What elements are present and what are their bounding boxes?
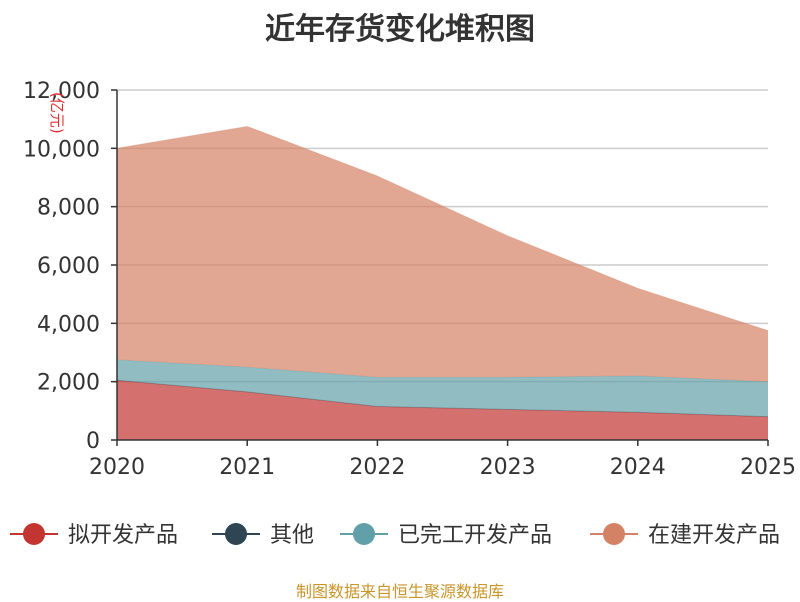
x-axis-ticks: 2020 2021 2022 2023 2024 2025 — [89, 440, 796, 480]
x-tick-label: 2022 — [349, 455, 405, 480]
legend: 拟开发产品 其他 已完工开发产品 在建开发产品 — [10, 523, 780, 548]
chart-title: 近年存货变化堆积图 — [265, 12, 535, 47]
x-tick-label: 2023 — [480, 455, 536, 480]
y-tick-label: 6,000 — [37, 254, 100, 279]
legend-label: 拟开发产品 — [68, 523, 178, 548]
area-line-在建开发产品 — [116, 125, 769, 332]
y-tick-label: 4,000 — [37, 312, 100, 337]
x-tick-label: 2021 — [219, 455, 275, 480]
legend-label: 已完工开发产品 — [398, 523, 552, 548]
legend-label: 其他 — [270, 523, 314, 548]
x-tick-label: 2024 — [610, 455, 666, 480]
x-tick-label: 2020 — [89, 455, 145, 480]
y-axis-unit-label: (亿元) — [48, 92, 66, 134]
area-拟开发产品 — [117, 380, 768, 440]
y-tick-label: 0 — [86, 429, 100, 454]
y-tick-label: 12,000 — [23, 79, 100, 104]
legend-item: 其他 — [212, 523, 314, 548]
legend-swatch-marker — [225, 523, 247, 545]
legend-label: 在建开发产品 — [648, 523, 780, 548]
legend-swatch-marker — [603, 523, 625, 545]
data-source-note: 制图数据来自恒生聚源数据库 — [295, 582, 504, 601]
legend-item: 已完工开发产品 — [340, 523, 552, 548]
x-tick-label: 2025 — [740, 455, 796, 480]
area-在建开发产品 — [117, 126, 768, 382]
y-axis-ticks: 0 2,000 4,000 6,000 8,000 10,000 12,000 — [23, 79, 117, 454]
legend-swatch-marker — [353, 523, 375, 545]
area-已完工开发产品 — [117, 359, 768, 417]
legend-item: 拟开发产品 — [10, 523, 178, 548]
legend-item: 在建开发产品 — [590, 523, 780, 548]
y-tick-label: 2,000 — [37, 371, 100, 396]
area-series — [116, 125, 769, 440]
y-tick-label: 10,000 — [23, 137, 100, 162]
y-tick-label: 8,000 — [37, 196, 100, 221]
legend-swatch-marker — [23, 523, 45, 545]
